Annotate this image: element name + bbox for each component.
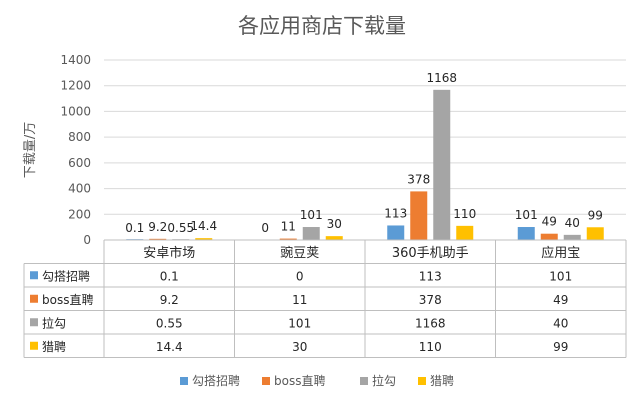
bar xyxy=(563,234,581,240)
y-axis-label: 下载量/万 xyxy=(23,122,38,178)
legend: 勾搭招聘 boss直聘 拉勾 猎聘 xyxy=(180,373,454,388)
y-tick-label: 400 xyxy=(68,182,91,196)
gridlines xyxy=(104,59,626,241)
table-series-swatch xyxy=(30,271,38,280)
bar xyxy=(279,238,297,240)
data-label: 0 xyxy=(261,221,269,235)
y-tick-label: 800 xyxy=(68,130,91,144)
bar xyxy=(540,233,558,240)
table-cell: 378 xyxy=(419,293,442,307)
data-label: 0.1 xyxy=(125,221,144,235)
bar xyxy=(456,225,474,240)
bar xyxy=(387,225,405,240)
data-labels: 0.1 0 113 101 9.2 11 378 49 0.55 101 1168 40 14.4 30 1… xyxy=(125,71,603,235)
table-cell: 0 xyxy=(296,269,304,283)
chart-title: 各应用商店下载量 xyxy=(238,14,406,38)
table-cell: 0.55 xyxy=(156,316,183,330)
data-label: 378 xyxy=(407,172,430,186)
bar xyxy=(149,238,167,240)
table-series-swatch xyxy=(30,341,38,350)
table-cell: 101 xyxy=(288,316,311,330)
table-cell: 101 xyxy=(549,269,572,283)
bar xyxy=(586,227,604,240)
data-label: 14.4 xyxy=(190,219,217,233)
table-cell: 49 xyxy=(553,293,568,307)
bar xyxy=(195,238,213,240)
table-series-name: 勾搭招聘 xyxy=(42,269,90,283)
table-series-swatch xyxy=(30,294,38,303)
table-series-swatch xyxy=(30,318,38,327)
y-tick-label: 0 xyxy=(83,233,91,247)
table-cell: 40 xyxy=(553,316,568,330)
legend-swatch xyxy=(418,377,426,385)
table-cell: 14.4 xyxy=(156,340,183,354)
legend-swatch xyxy=(262,377,270,385)
bar xyxy=(325,236,343,240)
data-label: 99 xyxy=(588,208,603,222)
table-cell: 110 xyxy=(419,340,442,354)
bars xyxy=(126,89,604,240)
data-label: 1168 xyxy=(426,71,457,85)
data-label: 0.55 xyxy=(167,221,194,235)
legend-item: 猎聘 xyxy=(430,374,454,388)
data-label: 11 xyxy=(281,220,296,234)
legend-item: 勾搭招聘 xyxy=(192,374,240,388)
category-label: 360手机助手 xyxy=(392,246,469,261)
table-cell: 11 xyxy=(292,293,307,307)
legend-item: 拉勾 xyxy=(372,373,396,388)
category-label: 安卓市场 xyxy=(143,245,195,261)
bar xyxy=(302,227,320,240)
legend-swatch xyxy=(180,377,188,385)
bar xyxy=(410,191,428,240)
category-label: 豌豆荚 xyxy=(280,245,319,261)
y-axis-ticks: 0 200 400 600 800 1000 1200 1400 xyxy=(60,53,91,247)
bar xyxy=(433,89,451,240)
data-label: 40 xyxy=(565,216,580,230)
data-label: 110 xyxy=(453,207,476,221)
bar xyxy=(517,227,535,240)
table-cell: 0.1 xyxy=(160,269,179,283)
table-cell: 113 xyxy=(419,269,442,283)
table-cell: 9.2 xyxy=(160,293,179,307)
y-tick-label: 1200 xyxy=(60,79,91,93)
table-cell: 1168 xyxy=(415,316,446,330)
y-tick-label: 200 xyxy=(68,207,91,221)
data-label: 30 xyxy=(327,217,342,231)
y-tick-label: 600 xyxy=(68,156,91,170)
y-tick-label: 1000 xyxy=(60,104,91,118)
category-label: 应用宝 xyxy=(541,245,580,261)
data-label: 113 xyxy=(384,206,407,220)
table-series-name: boss直聘 xyxy=(42,293,93,307)
y-tick-label: 1400 xyxy=(60,53,91,67)
legend-item: boss直聘 xyxy=(274,374,325,388)
table-series-name: 拉勾 xyxy=(42,315,66,330)
legend-swatch xyxy=(360,377,368,385)
data-label: 49 xyxy=(542,215,557,229)
table-cell: 99 xyxy=(553,340,568,354)
data-label: 101 xyxy=(300,208,323,222)
data-label: 101 xyxy=(515,208,538,222)
data-label: 9.2 xyxy=(148,220,167,234)
table-series-name: 猎聘 xyxy=(42,340,66,354)
table-cell: 30 xyxy=(292,340,307,354)
